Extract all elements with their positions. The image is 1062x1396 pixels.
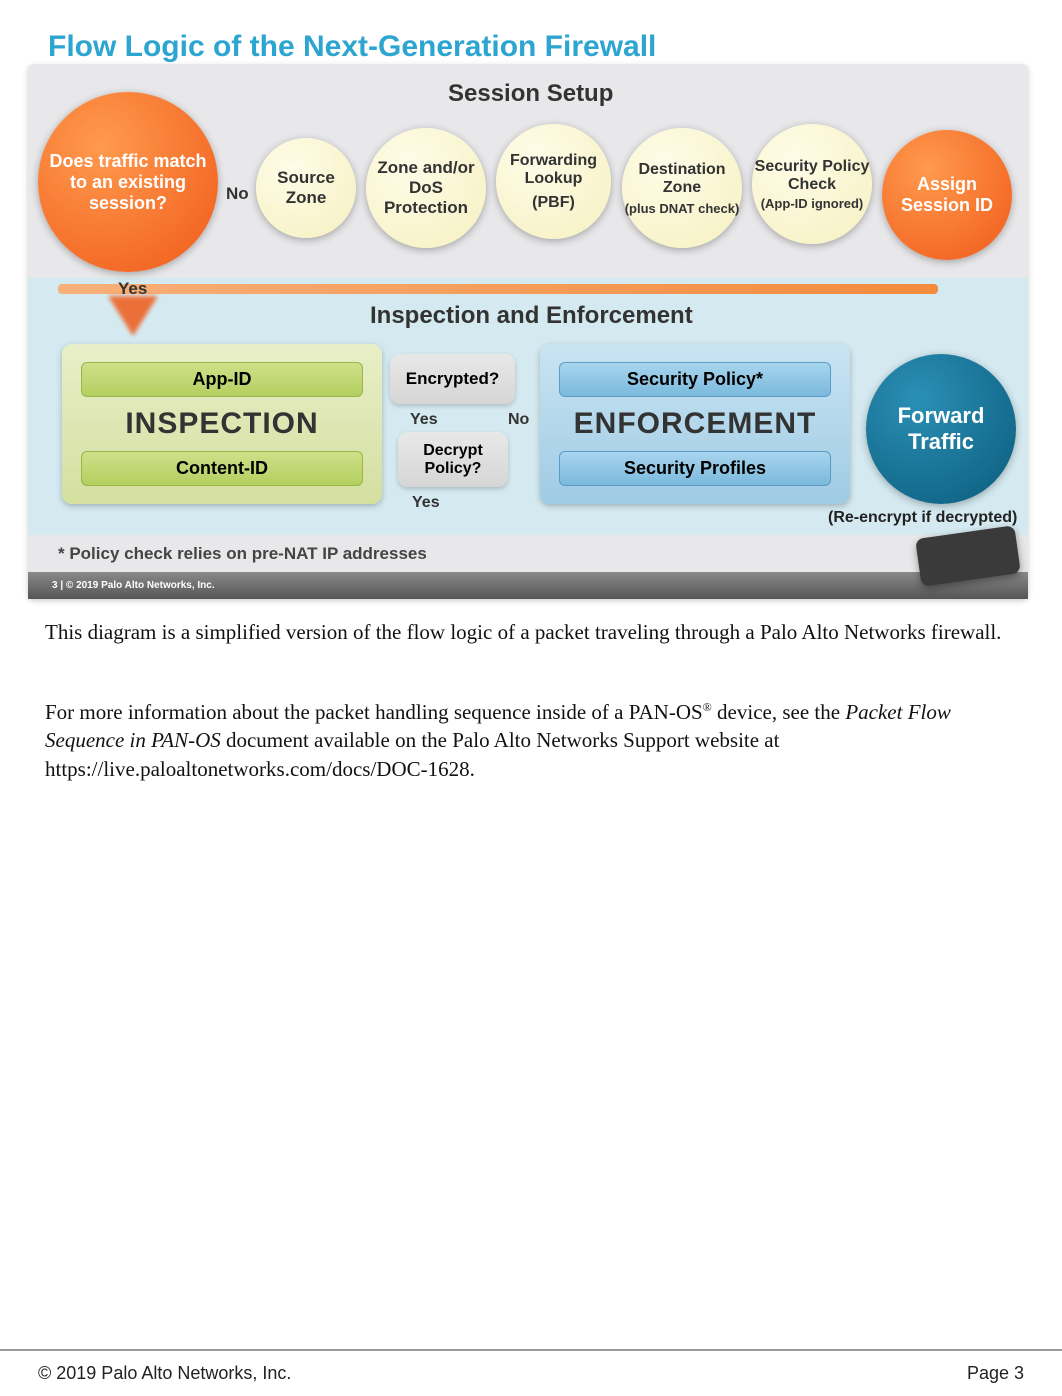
footer-copyright: © 2019 Palo Alto Networks, Inc. (38, 1363, 291, 1384)
page-footer: © 2019 Palo Alto Networks, Inc. Page 3 (0, 1349, 1062, 1396)
node-decrypt-policy: Decrypt Policy? (398, 432, 508, 487)
label-no-2: No (508, 411, 529, 429)
flow-diagram: Session Setup Does traffic match to an e… (28, 64, 1028, 599)
inspection-word: INSPECTION (125, 407, 318, 441)
footer-page-number: Page 3 (967, 1363, 1024, 1384)
dest-line1: Destination Zone (622, 161, 742, 197)
label-yes-3: Yes (412, 494, 440, 512)
label-no-1: No (226, 184, 249, 204)
node-security-policy-check: Security Policy Check (App-ID ignored) (752, 124, 872, 244)
node-assign-session-id: Assign Session ID (882, 130, 1012, 260)
registered-mark: ® (703, 700, 712, 714)
node-source-zone: Source Zone (256, 138, 356, 238)
enforcement-word: ENFORCEMENT (574, 407, 817, 441)
node-forward-traffic: Forward Traffic (866, 354, 1016, 504)
sec-line1: Security Policy Check (752, 158, 872, 194)
flow-connector-bar (58, 284, 938, 294)
label-reencrypt: (Re-encrypt if decrypted) (828, 509, 1017, 527)
pill-content-id: Content-ID (81, 451, 363, 486)
fwd-line1: Forwarding Lookup (496, 152, 611, 188)
node-destination-zone: Destination Zone (plus DNAT check) (622, 128, 742, 248)
fwd-line2: (PBF) (532, 194, 575, 212)
node-forwarding-lookup: Forwarding Lookup (PBF) (496, 124, 611, 239)
dest-line2: (plus DNAT check) (625, 201, 740, 216)
enforcement-box: Security Policy* ENFORCEMENT Security Pr… (540, 344, 850, 504)
node-match-session: Does traffic match to an existing sessio… (38, 92, 218, 272)
p2-part-b: device, see the (712, 700, 846, 724)
paragraph-1: This diagram is a simplified version of … (45, 618, 1005, 646)
p2-part-a: For more information about the packet ha… (45, 700, 703, 724)
diagram-footnote: * Policy check relies on pre-NAT IP addr… (58, 544, 427, 564)
session-setup-heading: Session Setup (448, 80, 613, 108)
sec-line2: (App-ID ignored) (761, 196, 864, 211)
pill-app-id: App-ID (81, 362, 363, 397)
inspection-heading: Inspection and Enforcement (370, 302, 693, 330)
pill-security-policy: Security Policy* (559, 362, 832, 397)
inspection-box: App-ID INSPECTION Content-ID (62, 344, 382, 504)
slide-copyright-bar: 3 | © 2019 Palo Alto Networks, Inc. (28, 572, 1028, 599)
node-zone-dos: Zone and/or DoS Protection (366, 128, 486, 248)
pill-security-profiles: Security Profiles (559, 451, 832, 486)
arrow-down-icon (108, 296, 158, 336)
node-encrypted: Encrypted? (390, 354, 515, 404)
paragraph-2: For more information about the packet ha… (45, 698, 1005, 783)
label-yes-2: Yes (410, 411, 438, 429)
